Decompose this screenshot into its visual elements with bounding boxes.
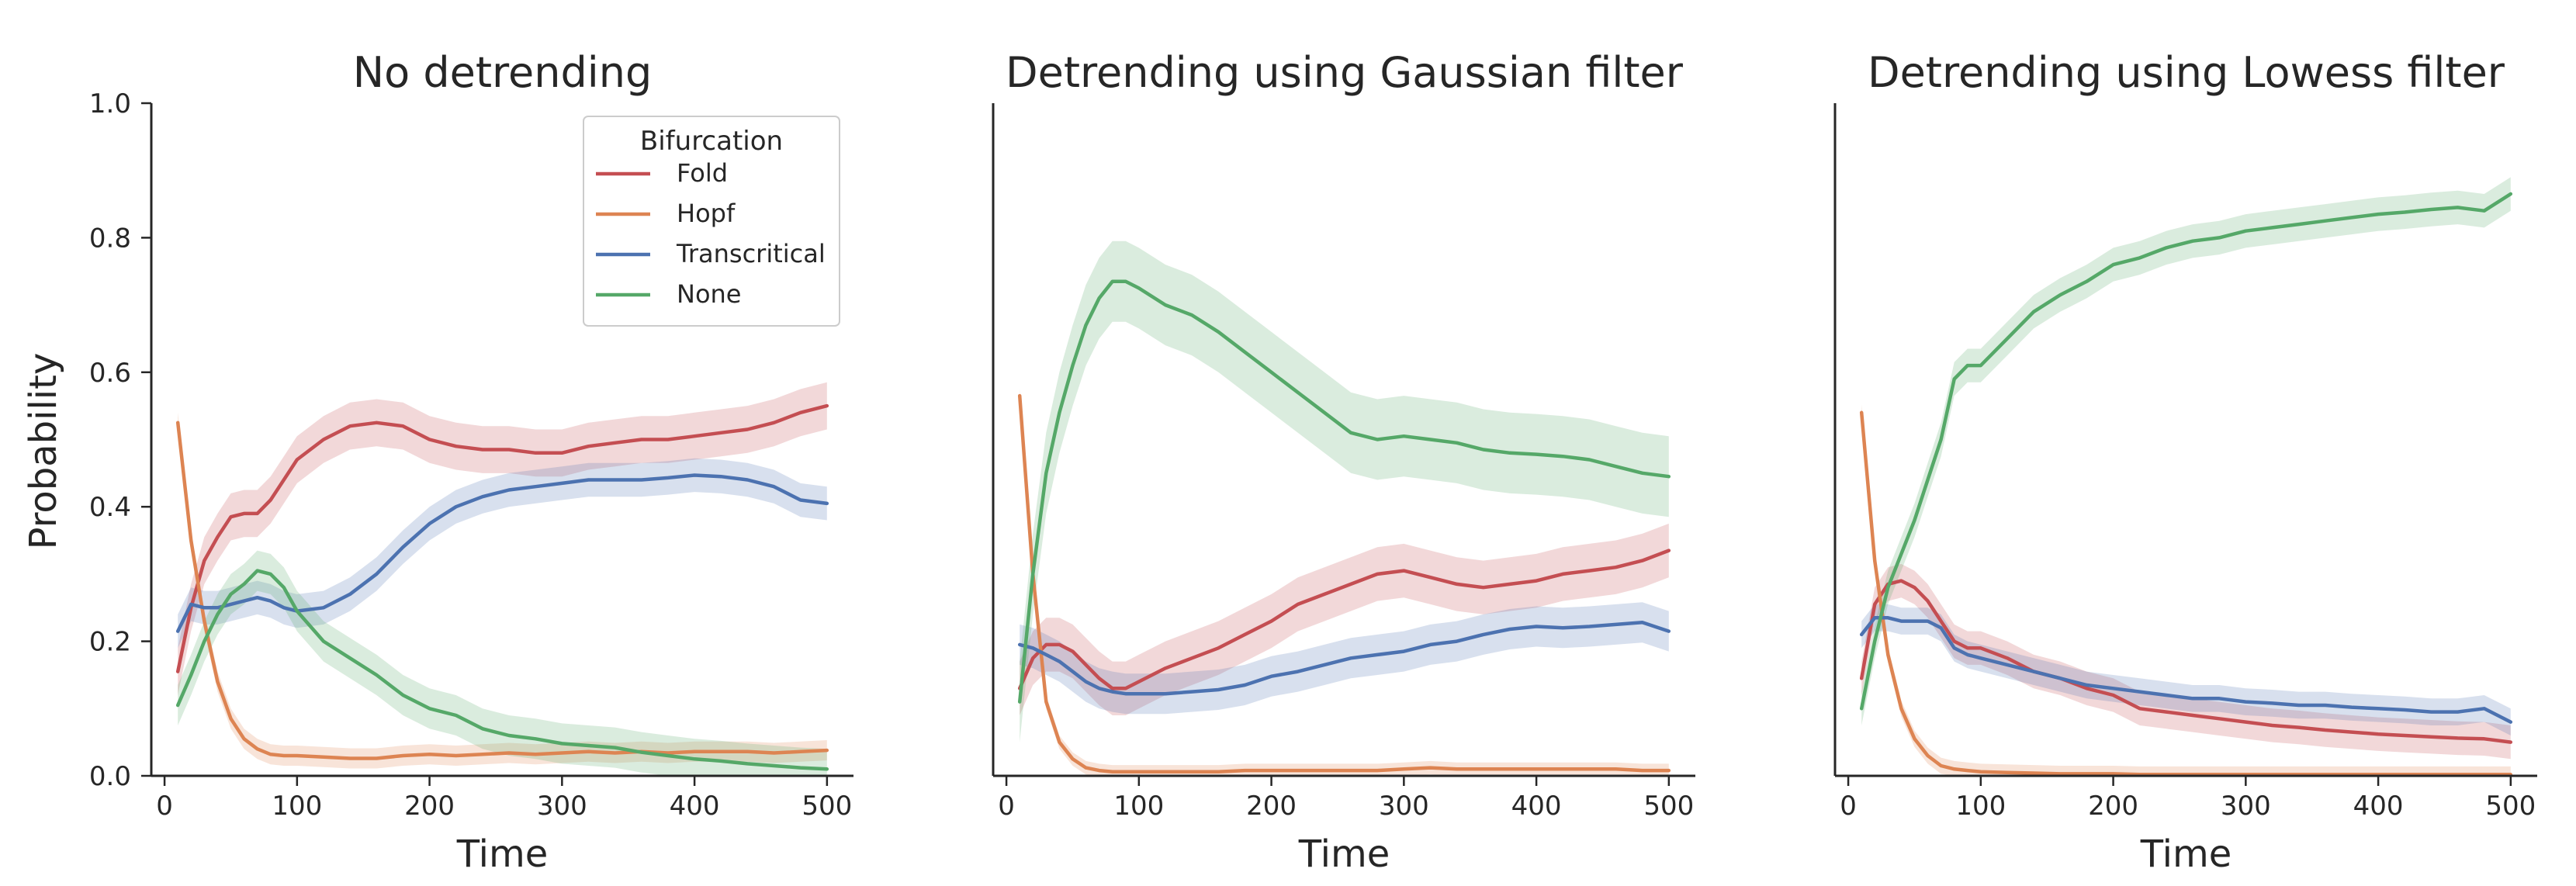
y-tick-label: 0.2 — [89, 627, 131, 658]
confidence-band-none — [1020, 241, 1669, 742]
legend-title: Bifurcation — [640, 126, 783, 157]
x-tick-label: 400 — [1511, 791, 1562, 822]
y-axis-label: Probability — [22, 353, 65, 550]
legend-label: None — [677, 279, 741, 309]
x-tick-label: 300 — [2221, 791, 2271, 822]
confidence-band-fold — [178, 382, 827, 695]
confidence-band-hopf — [178, 412, 827, 769]
y-tick-label: 0.6 — [89, 358, 131, 389]
legend-entry-hopf: Hopf — [596, 199, 736, 228]
x-tick-label: 0 — [998, 791, 1015, 822]
confidence-band-none — [178, 550, 827, 776]
series-line-transcritical — [1017, 621, 1671, 696]
series-line-none — [1017, 279, 1671, 704]
y-tick-label: 1.0 — [89, 88, 131, 119]
legend-label: Hopf — [677, 199, 736, 228]
legend-entry-fold: Fold — [596, 158, 728, 188]
series-line-none — [1859, 192, 2513, 711]
x-tick-label: 100 — [1113, 791, 1164, 822]
panel-title: No detrending — [353, 48, 653, 97]
series-line-none — [175, 569, 829, 771]
series-line-transcritical — [175, 473, 829, 633]
x-tick-label: 400 — [2353, 791, 2404, 822]
x-tick-label: 100 — [1955, 791, 2006, 822]
x-tick-label: 500 — [1643, 791, 1694, 822]
series-line-hopf — [1859, 410, 2513, 777]
legend-label: Fold — [677, 158, 728, 188]
series-line-fold — [1017, 549, 1671, 690]
y-tick-label: 0.8 — [89, 223, 131, 254]
panel-2: Detrending using Gaussian filter 0 100 200 3… — [992, 48, 1695, 876]
series-line-hopf — [175, 421, 829, 760]
series-line-hopf — [1017, 393, 1671, 774]
confidence-band-transcritical — [1861, 604, 2511, 735]
legend-entry-none: None — [596, 279, 741, 309]
x-axis-label: Time — [2140, 832, 2231, 876]
y-tick-label: 0.4 — [89, 492, 131, 523]
panel-1: No detrending 0 100 200 300 400 500 0.0 0.2 0.4 0.… — [22, 48, 853, 876]
x-tick-label: 300 — [1379, 791, 1429, 822]
x-axis-label: Time — [456, 832, 548, 876]
x-tick-label: 200 — [1246, 791, 1297, 822]
legend: Bifurcation Fold Hopf Transcritical None — [583, 116, 840, 327]
series-line-fold — [175, 403, 829, 673]
x-tick-label: 400 — [670, 791, 720, 822]
panel-title: Detrending using Lowess filter — [1868, 48, 2505, 97]
legend-label: Transcritical — [676, 239, 826, 268]
x-tick-label: 0 — [1840, 791, 1857, 822]
x-tick-label: 100 — [272, 791, 322, 822]
x-tick-label: 300 — [537, 791, 587, 822]
x-tick-label: 0 — [156, 791, 173, 822]
panel-title: Detrending using Gaussian filter — [1006, 48, 1684, 97]
confidence-band-fold — [1020, 523, 1669, 715]
y-tick-label: 0.0 — [89, 761, 131, 792]
x-axis-label: Time — [1298, 832, 1390, 876]
legend-frame — [583, 116, 840, 327]
x-tick-label: 200 — [2088, 791, 2138, 822]
confidence-band-none — [1861, 177, 2511, 725]
x-tick-label: 500 — [802, 791, 852, 822]
x-tick-label: 200 — [404, 791, 455, 822]
legend-entry-transcritical: Transcritical — [596, 239, 826, 268]
series-line-transcritical — [1859, 616, 2513, 724]
panel-3: Detrending using Lowess filter 0 100 200 300… — [1833, 48, 2537, 876]
series-line-fold — [1859, 579, 2513, 744]
x-tick-label: 500 — [2485, 791, 2536, 822]
